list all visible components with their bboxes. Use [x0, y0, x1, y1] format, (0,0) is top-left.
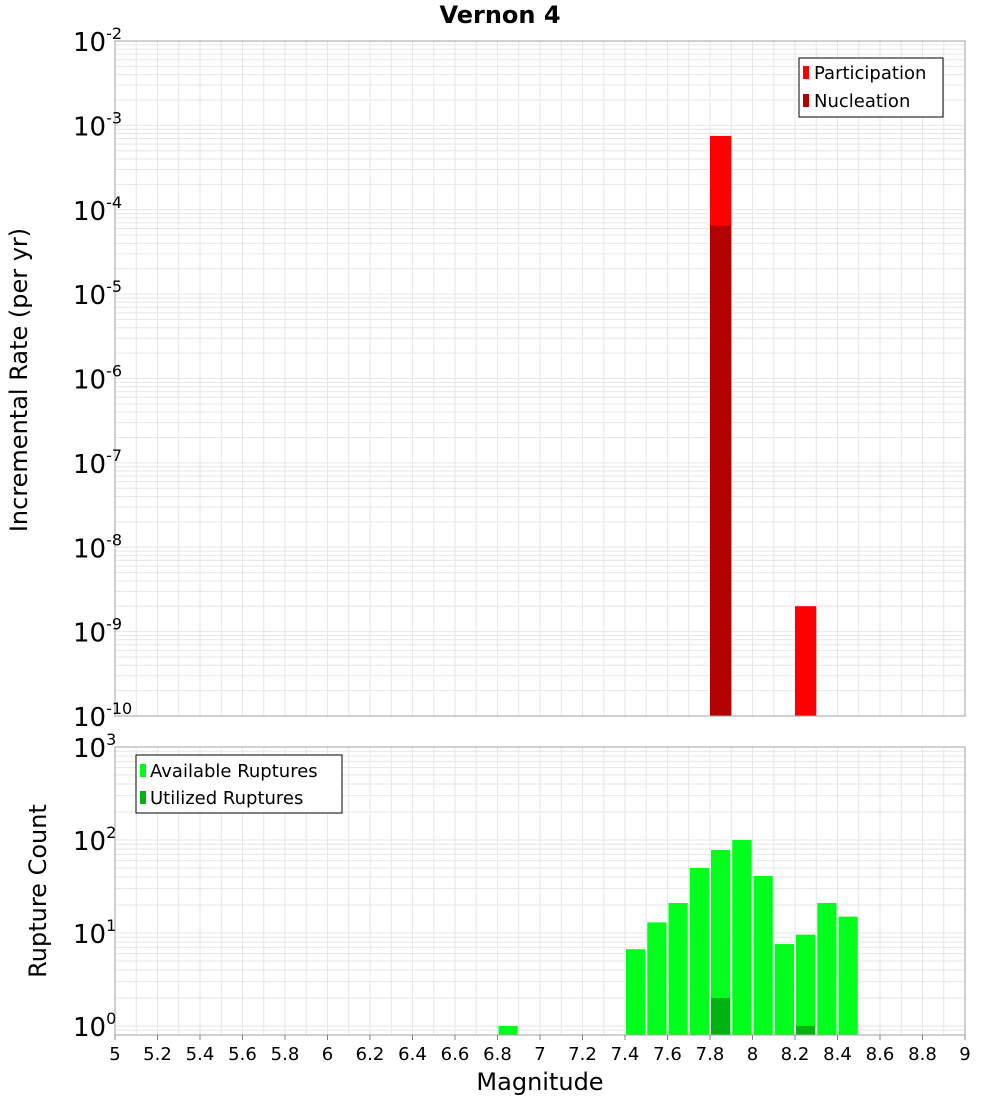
rate-bar-nucleation: [710, 225, 732, 716]
rate-y-axis-label: Incremental Rate (per yr): [5, 228, 33, 532]
x-tick-label: 7.8: [696, 1044, 725, 1065]
x-tick-label: 8.4: [823, 1044, 852, 1065]
rate-bar-participation: [795, 606, 817, 716]
count-y-tick-label: 101: [73, 916, 116, 950]
x-tick-label: 8: [747, 1044, 758, 1065]
count-legend-box: [135, 754, 343, 814]
magnitude-x-ticks: 5 5.2 5.4 5.6 5.8 6 6.2 6.4 6.6 6.8 7 7.2 7.4 7.6 7.8 8…: [109, 1035, 971, 1065]
count-y-axis-label: Rupture Count: [24, 804, 52, 978]
count-bars: [498, 839, 858, 1035]
count-bar-available-ruptures: [668, 903, 688, 1035]
x-tick-label: 7.6: [653, 1044, 682, 1065]
count-y-ticks: 103 102 101 100: [73, 730, 116, 1043]
count-bar-utilized-ruptures: [711, 997, 731, 1035]
count-bar-available-ruptures: [753, 876, 773, 1035]
rate-y-tick-label: 10-9: [73, 615, 122, 649]
count-panel: 103 102 101 100 5 5.2 5.4 5.6 5.8 6 6.2 6.4 6.6 6.8 7…: [24, 730, 971, 1096]
nucleation-legend-label: Nucleation: [814, 91, 910, 112]
utilized-legend-label: Utilized Ruptures: [150, 788, 303, 809]
count-y-tick-label: 103: [73, 730, 116, 764]
x-tick-label: 6.2: [356, 1044, 385, 1065]
count-bar-available-ruptures: [711, 850, 731, 1035]
x-tick-label: 7.2: [568, 1044, 597, 1065]
x-tick-label: 9: [959, 1044, 970, 1065]
x-tick-label: 8.2: [781, 1044, 810, 1065]
count-bar-available-ruptures: [774, 944, 794, 1035]
utilized-legend-swatch: [140, 791, 146, 804]
participation-legend-swatch: [803, 66, 809, 79]
count-bar-available-ruptures: [626, 949, 646, 1035]
rate-panel: 10-210-310-410-510-610-710-810-910-10 In…: [5, 24, 966, 733]
x-tick-label: 5.4: [186, 1044, 215, 1065]
chart-title: Vernon 4: [439, 1, 560, 29]
rate-y-tick-label: 10-10: [73, 699, 132, 733]
x-axis-label: Magnitude: [476, 1068, 603, 1096]
x-tick-label: 8.6: [866, 1044, 895, 1065]
available-legend-label: Available Ruptures: [150, 761, 318, 782]
x-tick-label: 7.4: [611, 1044, 640, 1065]
nucleation-legend-swatch: [803, 94, 809, 107]
count-bar-available-ruptures: [732, 839, 752, 1035]
x-tick-label: 5.8: [271, 1044, 300, 1065]
count-bar-available-ruptures: [647, 922, 667, 1035]
available-legend-swatch: [140, 764, 146, 777]
x-tick-label: 8.8: [908, 1044, 937, 1065]
count-bar-available-ruptures: [498, 1025, 518, 1035]
x-tick-label: 6: [322, 1044, 333, 1065]
rate-grid: [115, 41, 965, 716]
rate-legend-box: [798, 57, 944, 118]
rate-bars: [710, 135, 817, 717]
x-tick-label: 6.6: [441, 1044, 470, 1065]
x-tick-label: 5: [109, 1044, 120, 1065]
rate-plot-frame: [114, 40, 966, 717]
x-tick-label: 5.2: [143, 1044, 172, 1065]
count-y-tick-label: 100: [73, 1009, 116, 1043]
count-bar-available-ruptures: [838, 916, 858, 1035]
count-y-tick-label: 102: [73, 823, 116, 857]
count-bar-available-ruptures: [817, 903, 837, 1035]
participation-legend-label: Participation: [814, 63, 926, 84]
x-tick-label: 7: [534, 1044, 545, 1065]
x-tick-label: 5.6: [228, 1044, 257, 1065]
count-bar-utilized-ruptures: [796, 1025, 816, 1035]
count-bar-available-ruptures: [689, 867, 709, 1035]
count-legend: Available Ruptures Utilized Ruptures: [135, 754, 343, 814]
count-bar-available-ruptures: [796, 934, 816, 1035]
x-tick-label: 6.4: [398, 1044, 427, 1065]
rate-legend: Participation Nucleation: [798, 57, 944, 118]
x-tick-label: 6.8: [483, 1044, 512, 1065]
